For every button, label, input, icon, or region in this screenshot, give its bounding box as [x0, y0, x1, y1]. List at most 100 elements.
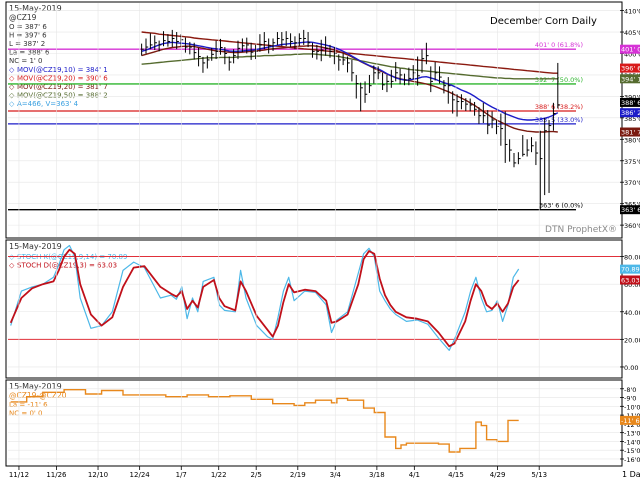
price-y-tick-label: 380'0 — [624, 136, 640, 144]
price-y-tick-label: 410'0 — [624, 8, 640, 16]
x-tick-label: 12/24 — [130, 471, 151, 479]
stochastic-panel-frame — [5, 239, 623, 379]
x-period-label: 1 Day — [622, 470, 640, 479]
price-marker-label: 396' 6 — [621, 65, 640, 73]
spread-y-tick-label: -12'0 — [624, 421, 640, 429]
x-tick-label: 3/18 — [369, 471, 385, 479]
spread-header-date: 15-May-2019 — [9, 382, 62, 391]
price-legend-symbol: ◇ — [9, 66, 15, 74]
spread-line-path — [10, 389, 519, 453]
stoch-right-markers: 70.89 63.03 — [620, 264, 640, 285]
spread-y-tick-label: -15'0 — [624, 447, 640, 455]
spread-y-tick-label: -16'0 — [624, 456, 640, 464]
stoch-lines — [9, 244, 520, 351]
stoch-marker-box — [620, 264, 640, 274]
price-legend-entry: MOV(@CZ19,10) = 384' 1 — [17, 66, 108, 74]
stoch-header-date: 15-May-2019 — [9, 242, 62, 251]
price-marker-box — [620, 205, 640, 215]
x-tick-label: 4/29 — [490, 471, 506, 479]
fib-label: 363' 6 (0.0%) — [539, 202, 583, 210]
ma10-line — [141, 41, 559, 121]
header-line: H = 397' 6 — [9, 32, 47, 40]
price-watermark: DTN ProphetX® — [545, 225, 617, 235]
price-marker-box — [620, 108, 640, 118]
spread-header-lines: La = -11' 6NC = 0' 0 — [9, 401, 48, 418]
price-y-tick-label: 370'0 — [624, 179, 640, 187]
stoch-y-tick-label: 0.00 — [624, 364, 638, 372]
fib-label: 401' 0 (61.8%) — [535, 41, 583, 49]
stoch-reference-lines — [8, 256, 620, 340]
fib-label: 392' 7 (50.0%) — [535, 76, 583, 84]
price-legend-symbol: ◇ — [9, 100, 15, 108]
spread-marker-box — [620, 415, 640, 425]
stoch-legend-symbol: ◇ — [9, 262, 15, 270]
stoch-marker-label: 70.89 — [621, 266, 640, 274]
spread-y-tick-label: -8'0 — [624, 386, 636, 394]
x-tick-label: 4/1 — [409, 471, 420, 479]
price-moving-averages — [141, 31, 559, 133]
x-tick-label: 1/22 — [211, 471, 227, 479]
ma100-line — [141, 31, 558, 74]
header-line: NC = 1' 0 — [9, 57, 43, 65]
panel-spread: 15-May-2019 @CZ19-@CZ20 La = -11' 6NC = … — [5, 379, 640, 467]
price-y-tick-label: 400'0 — [624, 50, 640, 58]
fib-label: 383' 5 (33.0%) — [535, 116, 583, 124]
price-marker-label: 388' 6 — [621, 99, 640, 107]
stoch-marker-box — [620, 275, 640, 285]
price-marker-box — [620, 127, 640, 137]
x-axis: 1 Day 11/12 11/26 12/10 12/24 1/7 1/22 2/5 2/19… — [9, 3, 640, 479]
spread-header-symbol: @CZ19-@CZ20 — [9, 391, 67, 400]
price-legend-entry: MOV(@CZ19,20) = 381' 7 — [17, 83, 108, 91]
price-legend-entry: MOV(@CZ19,50) = 388' 2 — [17, 92, 108, 100]
price-ohlc-bars — [141, 29, 561, 210]
x-tick-label: 2/19 — [290, 471, 306, 479]
price-chart-title: December Corn Daily — [490, 16, 597, 27]
x-tick-label: 3/4 — [330, 471, 342, 479]
price-legend-entry: A=466, V=363' 4 — [17, 100, 79, 108]
x-tick-label: 11/12 — [9, 471, 29, 479]
stoch-legend-entry: STOCH D(@CZ19,3) = 63.03 — [17, 262, 117, 270]
price-y-tick-label: 385'0 — [624, 115, 640, 123]
stoch-y-tick-label: 80.00 — [624, 254, 640, 262]
header-line: La = 388' 6 — [9, 49, 50, 57]
spread-marker-label: -11' 6 — [621, 417, 640, 425]
price-fibonacci-levels: 401' 0 (61.8%) 392' 7 (50.0%) 388' 6 (38.2… — [8, 41, 583, 211]
spread-y-tick-label: -10'0 — [624, 403, 640, 411]
header-line: O = 387' 6 — [9, 23, 47, 31]
price-legend-entry: MOV(@CZ19,20) = 390' 6 — [17, 75, 108, 83]
price-legend-symbol: ◇ — [9, 92, 15, 100]
price-y-tick-label: 360'0 — [624, 222, 640, 230]
x-tick-label: 1/7 — [176, 471, 187, 479]
fib-label: 388' 6 (38.2%) — [535, 103, 583, 111]
spread-y-tick-label: -13'0 — [624, 430, 640, 438]
header-line: NC = 0' 0 — [9, 410, 43, 418]
price-marker-label: 386' 2 — [621, 109, 640, 117]
price-y-tick-label: 405'0 — [624, 29, 640, 37]
spread-y-axis: -8'0-9'0-10'0-11'0-12'0-13'0-14'0-15'0-1… — [8, 386, 640, 464]
price-marker-box — [620, 44, 640, 54]
price-marker-box — [620, 97, 640, 107]
header-line: La = -11' 6 — [9, 401, 48, 409]
stoch-legend: ◇STOCH K(@CZ19,9,14) = 70.89◇STOCH D(@CZ… — [9, 253, 127, 270]
price-marker-box — [620, 74, 640, 84]
spread-right-markers: -11' 6 — [620, 415, 640, 425]
ma50-line — [141, 53, 558, 80]
spread-line — [10, 389, 519, 453]
header-line: L = 387' 2 — [9, 40, 45, 48]
price-legend-symbol: ◇ — [9, 75, 15, 83]
spread-panel-frame — [5, 379, 623, 467]
stoch-y-tick-label: 60.00 — [624, 281, 640, 289]
stoch-marker-label: 63.03 — [621, 276, 640, 284]
price-y-tick-label: 365'0 — [624, 201, 640, 209]
price-panel-frame — [5, 1, 623, 239]
stoch-d-line — [9, 248, 520, 348]
x-tick-label: 5/13 — [531, 471, 547, 479]
price-legend-symbol: ◇ — [9, 83, 15, 91]
price-legend: ◇ MOV(@CZ19,10) = 384' 1◇ MOV(@CZ19,20) = … — [9, 66, 108, 108]
price-marker-label: 381' 7 — [621, 129, 640, 137]
price-marker-label: 363' 6 — [621, 206, 640, 214]
spread-y-tick-label: -14'0 — [624, 438, 640, 446]
price-y-tick-label: 375'0 — [624, 158, 640, 166]
price-header-symbol: @CZ19 — [9, 13, 37, 22]
